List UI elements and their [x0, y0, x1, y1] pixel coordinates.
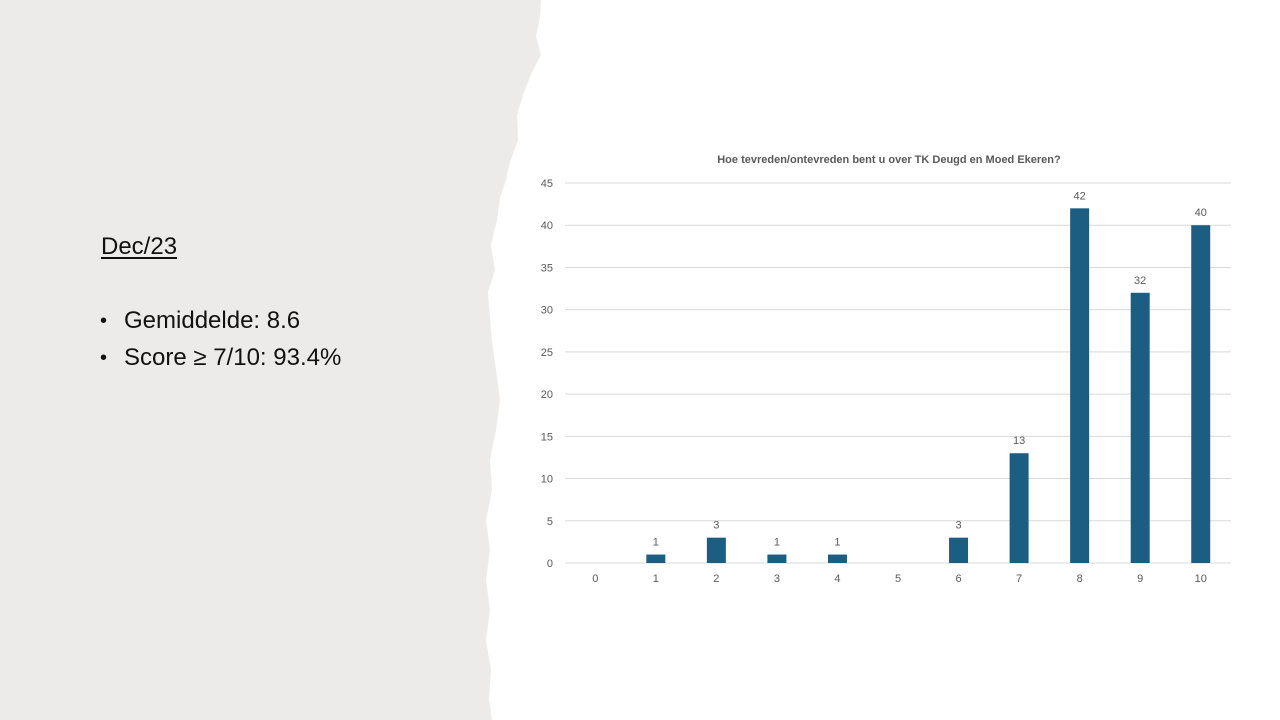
- x-tick-label: 4: [834, 573, 840, 585]
- y-tick-label: 30: [541, 305, 553, 317]
- bar-chart: Hoe tevreden/ontevreden bent u over TK D…: [541, 154, 1231, 585]
- y-tick-label: 5: [547, 516, 553, 528]
- bullet-text-average: Gemiddelde: 8.6: [124, 307, 301, 334]
- data-label: 32: [1134, 275, 1146, 287]
- bar: [1191, 225, 1211, 563]
- x-tick-label: 7: [1016, 573, 1022, 585]
- y-tick-label: 0: [547, 558, 553, 570]
- x-tick-label: 1: [653, 573, 659, 585]
- y-tick-label: 45: [541, 178, 553, 190]
- data-label: 1: [774, 537, 780, 549]
- x-tick-label: 8: [1077, 573, 1083, 585]
- data-label: 13: [1013, 435, 1025, 447]
- bar: [1009, 453, 1029, 563]
- bullet-list: • Gemiddelde: 8.6 • Score ≥ 7/10: 93.4%: [100, 305, 341, 379]
- slide-heading: Dec/23: [101, 233, 178, 260]
- x-tick-label: 10: [1195, 573, 1207, 585]
- x-tick-label: 9: [1137, 573, 1143, 585]
- y-tick-label: 20: [541, 389, 553, 401]
- x-tick-label: 2: [713, 573, 719, 585]
- y-tick-label: 35: [541, 262, 553, 274]
- x-tick-label: 5: [895, 573, 901, 585]
- chart-title: Hoe tevreden/ontevreden bent u over TK D…: [717, 154, 1061, 166]
- y-tick-label: 15: [541, 431, 553, 443]
- bar: [949, 537, 969, 563]
- bullet-dot-icon: •: [100, 347, 108, 369]
- bullet-text-score: Score ≥ 7/10: 93.4%: [124, 344, 342, 371]
- x-tick-label: 3: [774, 573, 780, 585]
- y-tick-label: 25: [541, 347, 553, 359]
- bar: [1070, 208, 1090, 563]
- y-tick-label: 40: [541, 220, 553, 232]
- x-tick-label: 6: [955, 573, 961, 585]
- bullet-item-score: • Score ≥ 7/10: 93.4%: [100, 342, 341, 379]
- data-label: 1: [653, 537, 659, 549]
- bar: [706, 537, 726, 563]
- bar: [767, 554, 787, 563]
- data-label: 1: [834, 537, 840, 549]
- y-tick-label: 10: [541, 474, 553, 486]
- bullet-item-average: • Gemiddelde: 8.6: [100, 305, 341, 342]
- bar: [646, 554, 666, 563]
- data-label: 42: [1074, 190, 1086, 202]
- bar: [827, 554, 847, 563]
- x-tick-label: 0: [592, 573, 598, 585]
- bar: [1130, 292, 1150, 563]
- torn-paper-panel: [0, 0, 541, 720]
- bullet-dot-icon: •: [100, 310, 108, 332]
- data-label: 3: [955, 520, 961, 532]
- data-label: 3: [713, 520, 719, 532]
- data-label: 40: [1195, 207, 1207, 219]
